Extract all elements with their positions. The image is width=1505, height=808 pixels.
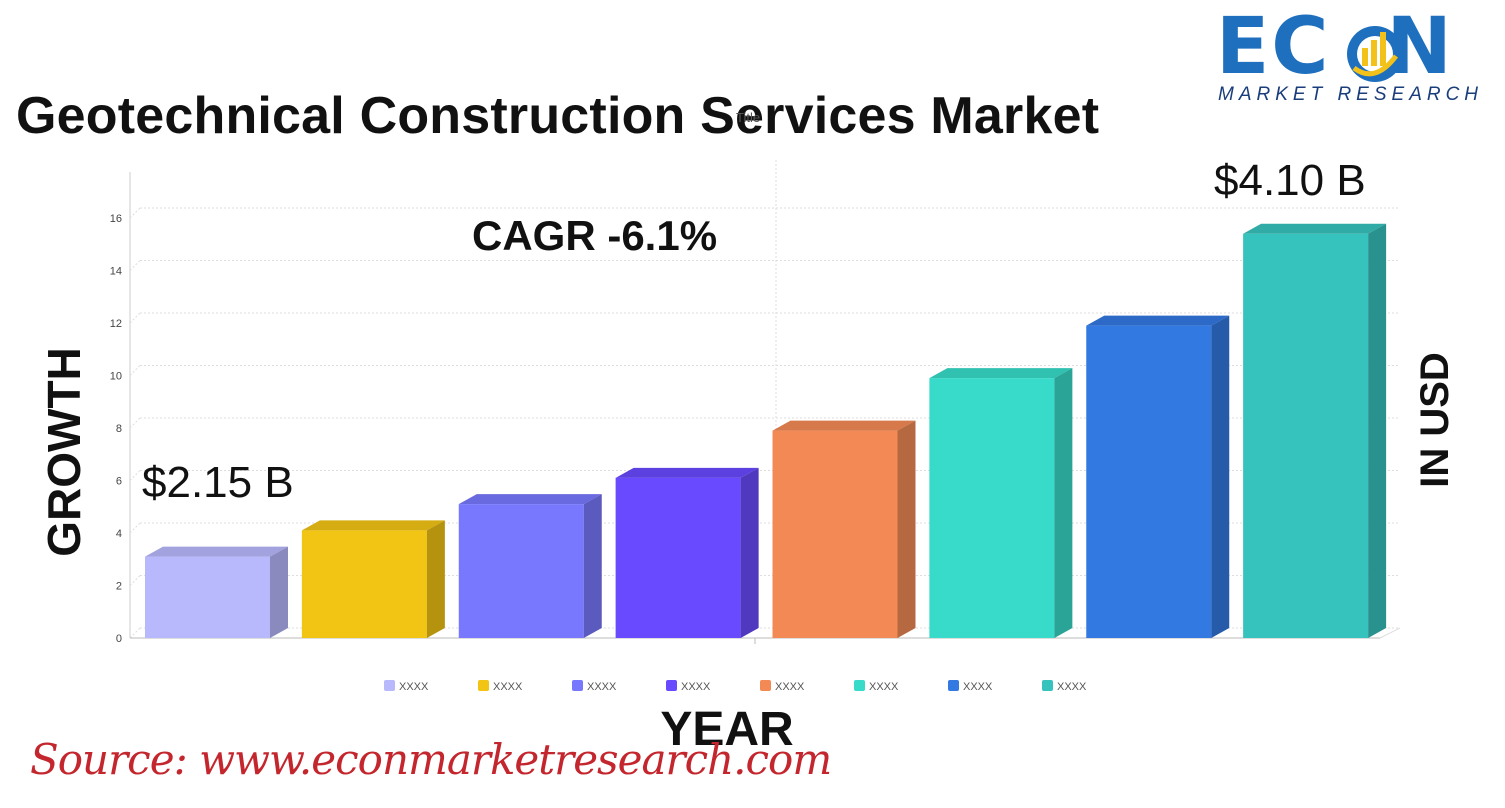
bar-side <box>740 467 759 638</box>
bar <box>772 430 898 638</box>
y-tick-label: 12 <box>110 318 122 330</box>
bar-side <box>1054 368 1073 638</box>
gridline <box>129 627 141 639</box>
y-tick-label: 16 <box>110 213 122 225</box>
legend-swatch <box>854 680 865 691</box>
bar-top <box>301 520 445 531</box>
page-title: Geotechnical Construction Services Marke… <box>16 87 1100 145</box>
legend-label: XXXX <box>963 681 993 693</box>
bar <box>458 504 584 638</box>
bar-side <box>270 546 288 638</box>
legend-swatch <box>666 680 677 691</box>
gridline <box>129 312 141 324</box>
x-axis-line <box>1379 627 1401 639</box>
legend-swatch <box>948 680 959 691</box>
bar-side <box>426 520 445 638</box>
gridline <box>129 365 141 376</box>
y-tick-label: 8 <box>116 423 122 435</box>
legend-label: XXXX <box>587 681 617 693</box>
gridline <box>129 207 141 219</box>
y-tick-label: 2 <box>116 581 122 593</box>
bar-top <box>929 368 1073 379</box>
bar-top <box>145 546 288 557</box>
source-note: Source: www.econmarketresearch.com <box>30 735 832 784</box>
legend-swatch <box>760 680 771 691</box>
chart-inner-title: Title <box>736 110 760 125</box>
bar <box>929 378 1055 638</box>
legend-swatch <box>1042 680 1053 691</box>
right-axis-title: IN USD <box>1413 352 1457 488</box>
legend-label: XXXX <box>493 681 523 693</box>
bar-top <box>1086 315 1230 326</box>
legend-label: XXXX <box>1057 681 1087 693</box>
econ-logo: EC N MARKET RESEARCH <box>1216 8 1492 108</box>
legend-label: XXXX <box>681 681 711 693</box>
bar <box>145 556 270 638</box>
bar-top <box>772 420 916 431</box>
bar-top <box>458 494 602 505</box>
y-tick-label: 10 <box>110 371 122 383</box>
gridline <box>129 417 141 429</box>
bar <box>1086 325 1212 638</box>
logo-word: EC N <box>1216 2 1454 92</box>
bar-top <box>615 467 759 478</box>
cagr-label: CAGR -6.1% <box>472 212 717 259</box>
bar-side <box>897 420 916 638</box>
gridline <box>129 260 141 271</box>
bar-top <box>1243 223 1387 234</box>
bar-side <box>583 494 602 638</box>
y-axis-title: GROWTH <box>38 347 90 557</box>
y-tick-label: 4 <box>116 528 122 540</box>
y-tick-label: 14 <box>110 266 122 278</box>
y-tick-label: 6 <box>116 476 122 488</box>
x-axis-title: YEAR <box>660 703 793 756</box>
bar-side <box>1211 315 1230 638</box>
legend-label: XXXX <box>399 681 429 693</box>
legend-swatch <box>384 680 395 691</box>
y-tick-label: 0 <box>116 633 122 645</box>
start-value-label: $2.15 B <box>142 458 294 507</box>
bar <box>1243 233 1369 638</box>
end-value-label: $4.10 B <box>1214 156 1366 205</box>
gridline <box>129 522 141 534</box>
logo-subtitle: MARKET RESEARCH <box>1218 84 1484 105</box>
legend-label: XXXX <box>775 681 805 693</box>
legend-label: XXXX <box>869 681 899 693</box>
gridline <box>129 575 141 586</box>
bar-side <box>1368 223 1387 638</box>
legend-swatch <box>572 680 583 691</box>
logo-chart-icon <box>1347 26 1403 82</box>
legend-swatch <box>478 680 489 691</box>
gridline <box>129 470 141 481</box>
bar <box>301 530 427 638</box>
bar <box>615 477 741 638</box>
